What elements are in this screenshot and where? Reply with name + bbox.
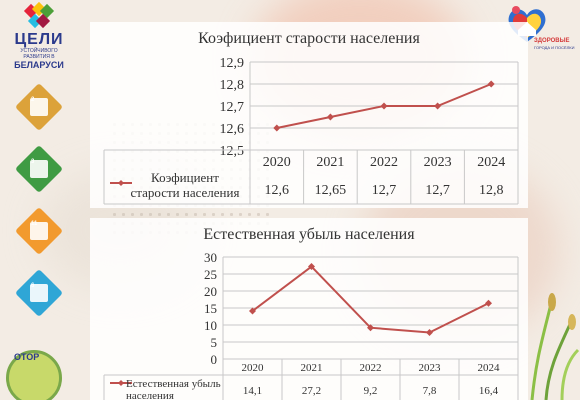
y-tick-label: 12,9 xyxy=(220,56,245,71)
data-label: 12,8 xyxy=(479,183,504,198)
legend-label-line: Естественная убыль xyxy=(126,378,221,390)
data-point xyxy=(426,328,433,336)
chart-title: Естественная убыль населения xyxy=(203,226,415,243)
data-label: 12,7 xyxy=(372,183,397,198)
x-tick-label: 2024 xyxy=(478,362,501,374)
data-point xyxy=(485,299,492,307)
x-tick-label: 2020 xyxy=(263,155,291,170)
data-label: 14,1 xyxy=(243,385,262,397)
wreath-icon xyxy=(6,350,62,400)
logo-word: ЦЕЛИ xyxy=(14,31,64,48)
legend-label-line: старости населения xyxy=(131,185,240,200)
data-point xyxy=(434,102,442,110)
y-tick-label: 5 xyxy=(211,335,218,350)
y-tick-label: 12,5 xyxy=(220,144,245,159)
x-tick-label: 2022 xyxy=(370,155,398,170)
goal-number: 11 xyxy=(31,221,38,227)
y-tick-label: 15 xyxy=(204,301,217,316)
natural-decline-panel: Естественная убыль населения 0 5 10 15 20 25 3… xyxy=(90,218,528,400)
bottom-logo-text: ОТОР xyxy=(14,352,40,362)
goal-3-icon: 3 xyxy=(14,144,64,194)
goal-number: 3 xyxy=(31,159,35,165)
data-point xyxy=(273,124,281,132)
left-strip: ЦЕЛИ УСТОЙЧИВОГО РАЗВИТИЯ В БЕЛАРУСИ 2 3 1… xyxy=(0,0,78,400)
healthy-cities-subtitle: ГОРОДА И ПОСЁЛКИ xyxy=(534,45,575,50)
data-label: 7,8 xyxy=(423,385,437,397)
aging-coefficient-chart: 12,5 12,6 12,7 12,8 12,9 2020 2021 2022 2023 2024… xyxy=(103,56,519,205)
data-point xyxy=(249,307,256,315)
bottom-logo: ОТОР xyxy=(2,340,72,400)
data-point xyxy=(367,324,374,332)
series-line xyxy=(251,265,489,334)
legend-label-line: Коэфициент xyxy=(151,170,219,185)
goal-11-icon: 11 xyxy=(14,206,64,256)
data-point xyxy=(326,113,334,121)
x-tick-label: 2021 xyxy=(316,155,344,170)
goal-2-icon: 2 xyxy=(14,82,64,132)
x-tick-label: 2023 xyxy=(424,155,452,170)
data-label: 16,4 xyxy=(479,385,499,397)
y-tick-label: 12,8 xyxy=(220,78,245,93)
y-tick-label: 30 xyxy=(204,250,217,265)
y-tick-label: 12,6 xyxy=(220,122,245,137)
chart-title: Коэфициент старости населения xyxy=(198,30,420,47)
goal-6-icon: 6 xyxy=(14,268,64,318)
y-tick-label: 12,7 xyxy=(220,100,245,115)
x-tick-label: 2023 xyxy=(419,362,442,374)
data-point xyxy=(308,263,315,271)
x-tick-label: 2022 xyxy=(360,362,382,374)
legend-label-line: населения xyxy=(126,390,174,400)
data-label: 12,6 xyxy=(265,183,290,198)
y-tick-label: 0 xyxy=(211,352,218,367)
grass-decoration xyxy=(530,293,580,400)
aging-coefficient-panel: Коэфициент старости населения 12,5 12,6 12… xyxy=(90,22,528,208)
flower-icon xyxy=(22,1,56,32)
data-label: 9,2 xyxy=(364,385,378,397)
legend-marker xyxy=(118,380,124,386)
goal-number: 2 xyxy=(31,97,35,103)
data-label: 27,2 xyxy=(302,385,321,397)
x-tick-label: 2020 xyxy=(242,362,265,374)
x-tick-label: 2024 xyxy=(477,155,505,170)
y-tick-label: 20 xyxy=(204,284,217,299)
data-point xyxy=(487,80,495,88)
logo-country: БЕЛАРУСИ xyxy=(14,60,64,70)
y-tick-label: 10 xyxy=(204,318,217,333)
y-tick-label: 25 xyxy=(204,267,217,282)
data-label: 12,7 xyxy=(425,183,450,198)
sdg-belarus-logo: ЦЕЛИ УСТОЙЧИВОГО РАЗВИТИЯ В БЕЛАРУСИ xyxy=(8,1,70,70)
x-tick-label: 2021 xyxy=(301,362,323,374)
goal-number: 6 xyxy=(31,283,35,289)
logo-subtitle: УСТОЙЧИВОГО РАЗВИТИЯ В xyxy=(20,48,58,60)
natural-decline-chart: 0 5 10 15 20 25 30 2020 2021 2022 2023 2024 Естестве… xyxy=(103,250,519,400)
data-point xyxy=(380,102,388,110)
data-label: 12,65 xyxy=(315,183,347,198)
healthy-cities-title: ЗДОРОВЫЕ xyxy=(534,38,570,44)
legend-marker xyxy=(118,180,124,186)
